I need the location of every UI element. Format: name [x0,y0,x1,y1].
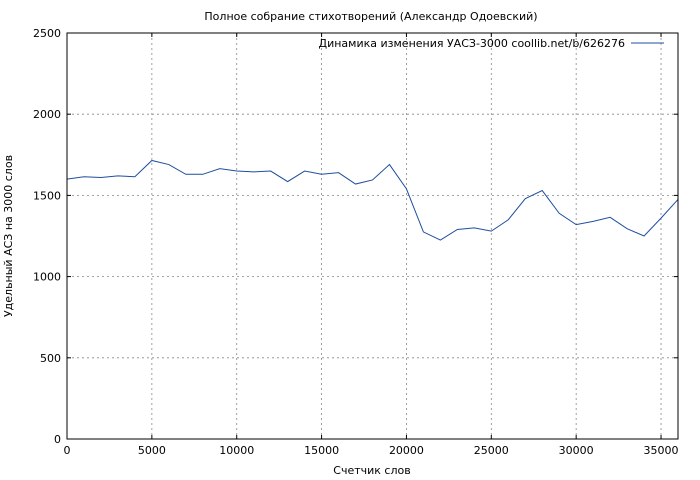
x-tick-label: 0 [64,444,71,457]
x-tick-label: 35000 [644,444,679,457]
x-axis-label: Счетчик слов [333,464,410,477]
legend-label: Динамика изменения УАСЗ-3000 coollib.net… [319,37,626,50]
y-tick-label: 1000 [33,271,61,284]
y-axis-ticks: 0 500 1000 1500 2000 2500 [33,27,678,446]
x-tick-label: 20000 [389,444,424,457]
y-tick-label: 0 [54,433,61,446]
y-tick-label: 2500 [33,27,61,40]
x-tick-label: 5000 [138,444,166,457]
x-axis-ticks: 0 5000 10000 15000 20000 25000 30000 35000 [64,33,679,457]
x-tick-label: 10000 [219,444,254,457]
y-tick-label: 500 [40,352,61,365]
x-tick-label: 30000 [559,444,594,457]
legend: Динамика изменения УАСЗ-3000 coollib.net… [319,37,664,50]
y-tick-label: 2000 [33,108,61,121]
y-tick-label: 1500 [33,189,61,202]
x-tick-label: 15000 [304,444,339,457]
plot-frame [66,32,679,440]
y-axis-label: Удельный АСЗ на 3000 слов [2,155,15,317]
series-line [66,159,679,241]
grid [67,33,678,439]
chart-title: Полное собрание стихотворений (Александр… [204,10,537,23]
x-tick-label: 25000 [474,444,509,457]
